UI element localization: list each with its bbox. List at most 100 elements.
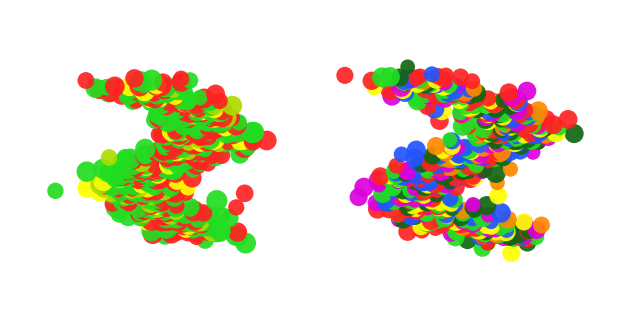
Point xyxy=(437,175,447,180)
Point xyxy=(137,193,147,198)
Point xyxy=(170,147,180,152)
Point xyxy=(481,117,491,122)
Point xyxy=(420,185,430,190)
Point xyxy=(105,182,115,188)
Point xyxy=(433,218,444,223)
Point xyxy=(394,80,404,85)
Point xyxy=(472,106,482,111)
Point xyxy=(238,139,248,144)
Point xyxy=(419,79,429,84)
Point xyxy=(495,150,505,155)
Point xyxy=(463,226,473,231)
Point xyxy=(179,115,189,121)
Point xyxy=(159,196,169,201)
Point xyxy=(168,218,179,223)
Point xyxy=(209,128,219,133)
Point xyxy=(194,99,204,104)
Point xyxy=(51,188,61,193)
Point xyxy=(501,122,511,127)
Point xyxy=(183,220,193,225)
Point xyxy=(210,153,220,158)
Point xyxy=(493,141,503,146)
Point xyxy=(524,121,534,126)
Point xyxy=(243,144,253,149)
Point xyxy=(393,179,403,184)
Point xyxy=(416,161,426,167)
Point xyxy=(172,129,182,134)
Point xyxy=(435,201,445,206)
Point xyxy=(134,170,144,175)
Point xyxy=(497,126,507,131)
Point xyxy=(234,120,244,125)
Point xyxy=(231,233,241,238)
Point xyxy=(193,217,204,222)
Point xyxy=(190,153,200,158)
Point xyxy=(118,196,129,201)
Point xyxy=(407,206,417,211)
Point xyxy=(95,182,105,187)
Point xyxy=(215,122,225,128)
Point xyxy=(512,134,522,139)
Point xyxy=(192,128,202,133)
Point xyxy=(220,120,230,125)
Point xyxy=(382,200,392,205)
Point xyxy=(485,152,495,157)
Point xyxy=(154,167,164,172)
Point xyxy=(212,198,222,203)
Point xyxy=(206,100,216,106)
Point xyxy=(213,120,223,125)
Point xyxy=(109,191,120,197)
Point xyxy=(129,159,139,164)
Point xyxy=(141,187,152,192)
Point xyxy=(175,213,185,218)
Point xyxy=(401,200,412,205)
Point xyxy=(468,220,478,226)
Point xyxy=(141,164,152,169)
Point xyxy=(103,171,113,176)
Point xyxy=(198,131,209,137)
Point xyxy=(118,184,128,189)
Point xyxy=(164,105,175,110)
Point xyxy=(491,101,501,107)
Point xyxy=(136,213,146,219)
Point xyxy=(459,91,469,96)
Point xyxy=(519,132,529,137)
Point xyxy=(134,170,145,175)
Point xyxy=(501,229,511,234)
Point xyxy=(162,89,172,94)
Point xyxy=(472,91,482,96)
Point xyxy=(501,125,511,130)
Point xyxy=(435,165,445,170)
Point xyxy=(403,206,413,211)
Point xyxy=(533,108,543,114)
Point xyxy=(458,95,468,100)
Point xyxy=(375,174,385,179)
Point xyxy=(429,181,440,186)
Point xyxy=(157,200,168,205)
Point xyxy=(195,134,205,139)
Point xyxy=(410,155,420,160)
Point xyxy=(391,171,401,176)
Point xyxy=(484,226,495,231)
Point xyxy=(213,141,223,146)
Point xyxy=(179,162,189,167)
Point xyxy=(504,139,514,145)
Point xyxy=(395,75,405,80)
Point xyxy=(204,112,214,117)
Point xyxy=(148,206,159,211)
Point xyxy=(479,109,490,114)
Point xyxy=(504,90,514,95)
Point xyxy=(469,86,479,91)
Point xyxy=(464,147,474,152)
Point xyxy=(385,174,396,179)
Point xyxy=(153,150,163,155)
Point xyxy=(532,138,542,144)
Point xyxy=(502,122,513,127)
Point xyxy=(483,111,493,116)
Point xyxy=(153,107,163,112)
Point xyxy=(145,189,155,194)
Point xyxy=(121,181,131,186)
Point xyxy=(383,185,394,190)
Point xyxy=(569,131,579,136)
Point xyxy=(396,84,406,89)
